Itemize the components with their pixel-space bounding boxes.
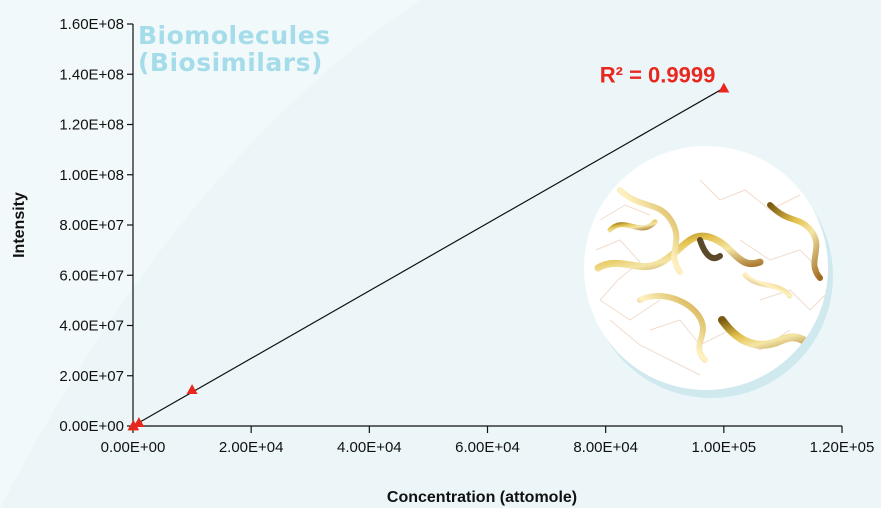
x-tick-label: 2.00E+04	[219, 439, 284, 456]
x-tick-label: 0.00E+00	[101, 439, 166, 456]
y-tick-label: 6.00E+07	[59, 267, 124, 284]
data-point	[186, 384, 198, 394]
brand-title: Biomolecules (Biosimilars)	[138, 22, 331, 76]
r-squared-annotation: R² = 0.9999	[600, 62, 716, 87]
data-point	[133, 417, 145, 428]
x-tick-label: 8.00E+04	[573, 439, 638, 456]
x-axis-title: Concentration (attomole)	[387, 489, 577, 506]
y-tick-label: 4.00E+07	[59, 318, 124, 335]
y-tick-label: 1.60E+08	[59, 16, 124, 33]
axes	[127, 23, 843, 433]
data-point	[128, 420, 140, 431]
y-tick-label: 2.00E+07	[59, 368, 124, 385]
y-tick-label: 1.00E+08	[59, 167, 124, 184]
x-tick-label: 4.00E+04	[337, 439, 402, 456]
trendline	[132, 87, 725, 427]
tick-labels: 0.00E+00 2.00E+04 4.00E+04 6.00E+04 8.00E+04…	[59, 16, 874, 456]
y-tick-label: 1.20E+08	[59, 117, 124, 134]
x-tick-label: 1.00E+05	[692, 439, 757, 456]
x-tick-label: 1.20E+05	[810, 439, 875, 456]
protein-ribbon-structure	[584, 146, 833, 398]
x-tick-label: 6.00E+04	[455, 439, 520, 456]
y-tick-label: 8.00E+07	[59, 217, 124, 234]
trendline-group	[132, 87, 725, 427]
data-point	[718, 82, 730, 93]
data-points	[127, 82, 730, 431]
y-tick-label: 1.40E+08	[59, 66, 124, 83]
brand-title-line2: (Biosimilars)	[138, 48, 323, 77]
brand-title-line1: Biomolecules	[138, 21, 331, 50]
y-axis-title: Intensity	[11, 192, 28, 258]
y-tick-label: 0.00E+00	[59, 418, 124, 435]
